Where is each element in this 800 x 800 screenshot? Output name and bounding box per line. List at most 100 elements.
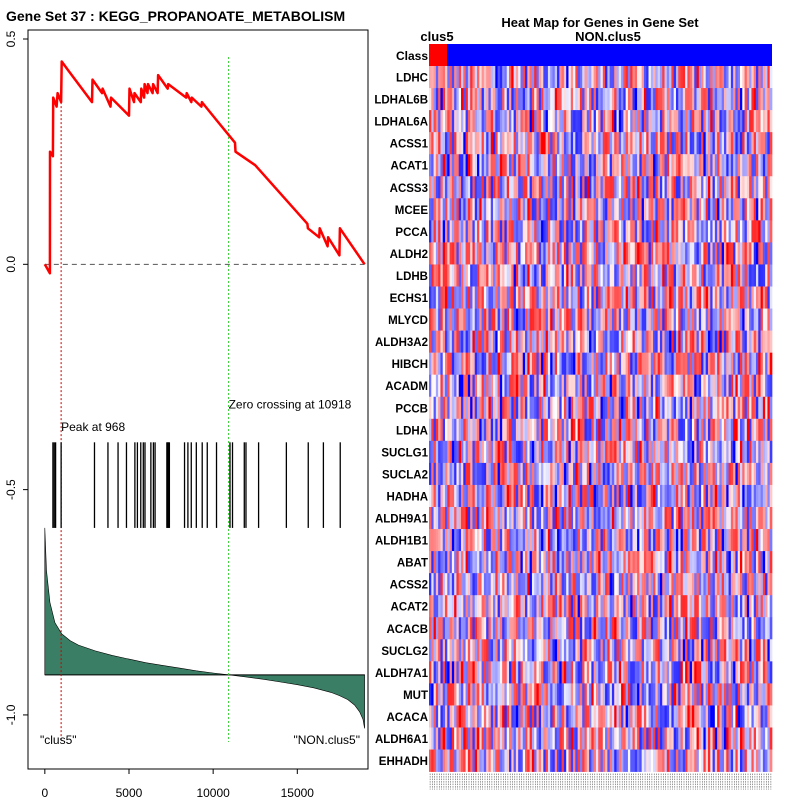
heatmap-cell — [625, 462, 629, 486]
heatmap-cell — [666, 396, 670, 420]
heatmap-cell — [694, 330, 697, 353]
heatmap-cell — [563, 617, 567, 640]
heatmap-cell — [598, 462, 601, 486]
heatmap-cell — [669, 198, 672, 221]
heatmap-cell — [678, 330, 681, 353]
heatmap-cell — [653, 440, 656, 464]
heatmap-cell — [723, 110, 727, 133]
heatmap-cell — [557, 639, 560, 662]
heatmap-cell — [582, 286, 585, 309]
heatmap-cell — [685, 573, 688, 596]
heatmap-cell — [502, 396, 505, 420]
heatmap-cell — [440, 639, 444, 662]
heatmap-cell — [570, 396, 574, 420]
heatmap-cell — [751, 440, 755, 464]
heatmap-cell — [691, 683, 695, 706]
heatmap-cell — [552, 418, 556, 442]
heatmap-cell — [474, 198, 478, 221]
heatmap-cell — [582, 66, 585, 89]
heatmap-cell — [666, 286, 670, 309]
heatmap-cell — [659, 529, 663, 552]
heatmap-cell — [486, 705, 489, 728]
heatmap-cell — [584, 132, 588, 155]
heatmap-cell — [545, 66, 549, 89]
heatmap-cell — [618, 66, 622, 89]
heatmap-cell — [746, 198, 750, 221]
heatmap-cell — [689, 66, 693, 89]
heatmap-cell — [490, 242, 494, 265]
heatmap-cell — [739, 264, 743, 287]
heatmap-cell — [486, 396, 489, 420]
heatmap-cell — [616, 462, 620, 486]
heatmap-cell — [641, 727, 645, 750]
heatmap-cell — [515, 66, 519, 89]
heatmap-cell — [701, 352, 704, 375]
heatmap-cell — [634, 529, 638, 552]
heatmap-cell — [515, 617, 519, 640]
heatmap-cell — [557, 396, 560, 420]
heatmap-cell — [616, 683, 620, 706]
heatmap-cell — [630, 617, 633, 640]
heatmap-cell — [616, 705, 620, 728]
heatmap-cell — [429, 154, 432, 177]
heatmap-cell — [685, 154, 688, 177]
heatmap-cell — [733, 198, 736, 221]
heatmap-cell — [534, 242, 537, 265]
heatmap-cell — [497, 374, 501, 398]
heatmap-cell — [730, 396, 734, 420]
heatmap-cell — [557, 198, 560, 221]
heatmap-cell — [438, 88, 441, 111]
heatmap-cell — [698, 352, 702, 375]
heatmap-cell — [669, 529, 672, 552]
heatmap-cell — [472, 286, 476, 309]
heatmap-cell — [728, 661, 732, 684]
heatmap-cell — [465, 507, 469, 530]
heatmap-cell — [499, 154, 503, 177]
heatmap-cell — [769, 66, 773, 89]
heatmap-cell — [675, 264, 679, 287]
heatmap-cell — [442, 374, 446, 398]
heatmap-cell — [746, 507, 750, 530]
heatmap-cell — [707, 374, 711, 398]
y-axis: 0.50.0-0.5-1.0 — [4, 30, 28, 725]
heatmap-cell — [719, 264, 723, 287]
heatmap-cell — [749, 374, 752, 398]
heatmap-cell — [479, 462, 482, 486]
heatmap-cell — [598, 220, 601, 243]
heatmap-cell — [593, 352, 597, 375]
heatmap-cell — [755, 308, 759, 331]
heatmap-cell — [637, 639, 640, 662]
heatmap-cell — [646, 110, 649, 133]
heatmap-cell — [563, 705, 567, 728]
heatmap-cell — [632, 484, 636, 508]
heatmap-cell — [493, 242, 496, 265]
heatmap-cell — [527, 132, 530, 155]
heatmap-cell — [467, 396, 471, 420]
heatmap-cell — [529, 154, 533, 177]
heatmap-cell — [632, 440, 636, 464]
heatmap-cell — [454, 154, 457, 177]
heatmap-cell — [465, 88, 469, 111]
heatmap-cell — [682, 264, 686, 287]
heatmap-cell — [584, 88, 588, 111]
heatmap-cell — [543, 220, 546, 243]
heatmap-cell — [451, 88, 455, 111]
heatmap-cell — [550, 462, 553, 486]
heatmap-cell — [442, 154, 446, 177]
heatmap-cell — [584, 198, 588, 221]
heatmap-cell — [472, 198, 476, 221]
heatmap-cell — [680, 705, 684, 728]
heatmap-cell — [474, 440, 478, 464]
heatmap-cell — [504, 484, 508, 508]
heatmap-cell — [680, 507, 684, 530]
heatmap-cell — [536, 639, 540, 662]
heatmap-cell — [691, 661, 695, 684]
heatmap-cell — [662, 705, 665, 728]
heatmap-cell — [461, 198, 464, 221]
heatmap-cell — [616, 286, 620, 309]
heatmap-cell — [755, 705, 759, 728]
heatmap-cell — [605, 749, 608, 772]
heatmap-cell — [477, 352, 480, 375]
heatmap-cell — [749, 683, 752, 706]
heatmap-cell — [639, 661, 643, 684]
